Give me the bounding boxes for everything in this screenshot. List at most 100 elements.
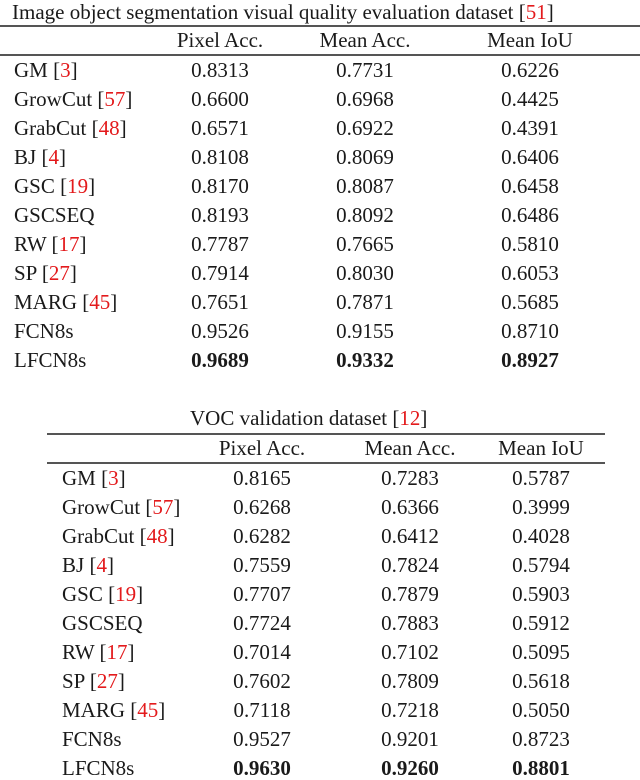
method-label: RW xyxy=(14,232,47,256)
header-mean-iou: Mean IoU xyxy=(498,436,584,460)
mean-iou-value: 0.5912 xyxy=(512,611,570,635)
header-mean-acc: Mean Acc. xyxy=(364,436,456,460)
caption-text: Image object segmentation visual quality… xyxy=(12,0,514,24)
method-name: LFCN8s xyxy=(14,348,86,372)
method-label: GSCSEQ xyxy=(62,611,143,635)
mean-iou-value: 0.5618 xyxy=(512,669,570,693)
method-name: MARG [45] xyxy=(62,698,166,722)
pixel-acc-value: 0.6268 xyxy=(233,495,291,519)
citation-link[interactable]: 27 xyxy=(96,669,118,693)
pixel-acc-value: 0.8108 xyxy=(191,145,249,169)
method-label: MARG xyxy=(62,698,126,722)
mean-iou-value: 0.8927 xyxy=(501,348,559,372)
method-name: GSCSEQ xyxy=(14,203,95,227)
mean-acc-value: 0.9260 xyxy=(381,756,439,780)
mean-acc-value: 0.9155 xyxy=(336,319,394,343)
pixel-acc-value: 0.7724 xyxy=(233,611,291,635)
method-label: RW xyxy=(62,640,95,664)
mean-acc-value: 0.7883 xyxy=(381,611,439,635)
method-label: MARG xyxy=(14,290,78,314)
mean-iou-value: 0.5685 xyxy=(501,290,559,314)
citation-link[interactable]: 27 xyxy=(48,261,70,285)
pixel-acc-value: 0.8165 xyxy=(233,466,291,490)
mean-iou-value: 0.4391 xyxy=(501,116,559,140)
method-label: GM xyxy=(14,58,48,82)
mean-iou-value: 0.5095 xyxy=(512,640,570,664)
mean-iou-value: 0.3999 xyxy=(512,495,570,519)
citation-link[interactable]: 48 xyxy=(146,524,168,548)
method-name: BJ [4] xyxy=(14,145,66,169)
mean-acc-value: 0.6968 xyxy=(336,87,394,111)
citation-link[interactable]: 4 xyxy=(48,145,59,169)
pixel-acc-value: 0.7914 xyxy=(191,261,249,285)
mean-acc-value: 0.7218 xyxy=(381,698,439,722)
pixel-acc-value: 0.7602 xyxy=(233,669,291,693)
pixel-acc-value: 0.7014 xyxy=(233,640,291,664)
mean-iou-value: 0.6226 xyxy=(501,58,559,82)
method-name: SP [27] xyxy=(14,261,77,285)
citation-link[interactable]: 57 xyxy=(104,87,126,111)
header-rule xyxy=(0,54,640,56)
citation-link[interactable]: 45 xyxy=(137,698,159,722)
header-mean-iou: Mean IoU xyxy=(487,28,573,52)
mean-iou-value: 0.8801 xyxy=(512,756,570,780)
citation-link[interactable]: 57 xyxy=(152,495,174,519)
pixel-acc-value: 0.7559 xyxy=(233,553,291,577)
citation-link[interactable]: 19 xyxy=(67,174,89,198)
method-label: GSCSEQ xyxy=(14,203,95,227)
citation-link[interactable]: 3 xyxy=(60,58,71,82)
method-name: FCN8s xyxy=(62,727,122,751)
pixel-acc-value: 0.6282 xyxy=(233,524,291,548)
table2-caption: VOC validation dataset [12] xyxy=(190,406,428,430)
mean-iou-value: 0.5903 xyxy=(512,582,570,606)
mean-acc-value: 0.6366 xyxy=(381,495,439,519)
method-name: GrowCut [57] xyxy=(62,495,181,519)
mean-acc-value: 0.7809 xyxy=(381,669,439,693)
citation-link[interactable]: 17 xyxy=(58,232,80,256)
pixel-acc-value: 0.9689 xyxy=(191,348,249,372)
citation-link[interactable]: 17 xyxy=(106,640,128,664)
pixel-acc-value: 0.7118 xyxy=(233,698,291,722)
pixel-acc-value: 0.8313 xyxy=(191,58,249,82)
header-rule xyxy=(47,462,605,464)
mean-acc-value: 0.8069 xyxy=(336,145,394,169)
method-label: SP xyxy=(62,669,85,693)
citation-link[interactable]: 3 xyxy=(108,466,119,490)
method-label: BJ xyxy=(14,145,37,169)
pixel-acc-value: 0.7707 xyxy=(233,582,291,606)
method-name: GrabCut [48] xyxy=(62,524,175,548)
mean-iou-value: 0.5810 xyxy=(501,232,559,256)
method-label: GSC xyxy=(62,582,103,606)
mean-iou-value: 0.4425 xyxy=(501,87,559,111)
method-label: GrowCut xyxy=(62,495,141,519)
mean-iou-value: 0.6406 xyxy=(501,145,559,169)
mean-acc-value: 0.8030 xyxy=(336,261,394,285)
table1-caption: Image object segmentation visual quality… xyxy=(12,0,554,24)
method-name: LFCN8s xyxy=(62,756,134,780)
method-name: GrabCut [48] xyxy=(14,116,127,140)
mean-acc-value: 0.6922 xyxy=(336,116,394,140)
caption-text: VOC validation dataset xyxy=(190,406,388,430)
citation-link[interactable]: 45 xyxy=(89,290,111,314)
citation-link[interactable]: 48 xyxy=(98,116,120,140)
citation-link[interactable]: 19 xyxy=(115,582,137,606)
mean-acc-value: 0.7283 xyxy=(381,466,439,490)
method-name: GM [3] xyxy=(14,58,78,82)
method-name: GSCSEQ xyxy=(62,611,143,635)
citation-link[interactable]: 4 xyxy=(96,553,107,577)
mean-iou-value: 0.6486 xyxy=(501,203,559,227)
mean-acc-value: 0.9332 xyxy=(336,348,394,372)
method-label: LFCN8s xyxy=(14,348,87,372)
method-name: FCN8s xyxy=(14,319,74,343)
mean-acc-value: 0.7871 xyxy=(336,290,394,314)
method-label: GSC xyxy=(14,174,55,198)
mean-acc-value: 0.8092 xyxy=(336,203,394,227)
pixel-acc-value: 0.8170 xyxy=(191,174,249,198)
mean-acc-value: 0.8087 xyxy=(336,174,394,198)
method-label: GrowCut xyxy=(14,87,93,111)
top-rule xyxy=(47,433,605,435)
citation-link[interactable]: 51 xyxy=(525,0,547,24)
mean-acc-value: 0.7731 xyxy=(336,58,394,82)
citation-link[interactable]: 12 xyxy=(399,406,421,430)
top-rule xyxy=(0,25,640,27)
